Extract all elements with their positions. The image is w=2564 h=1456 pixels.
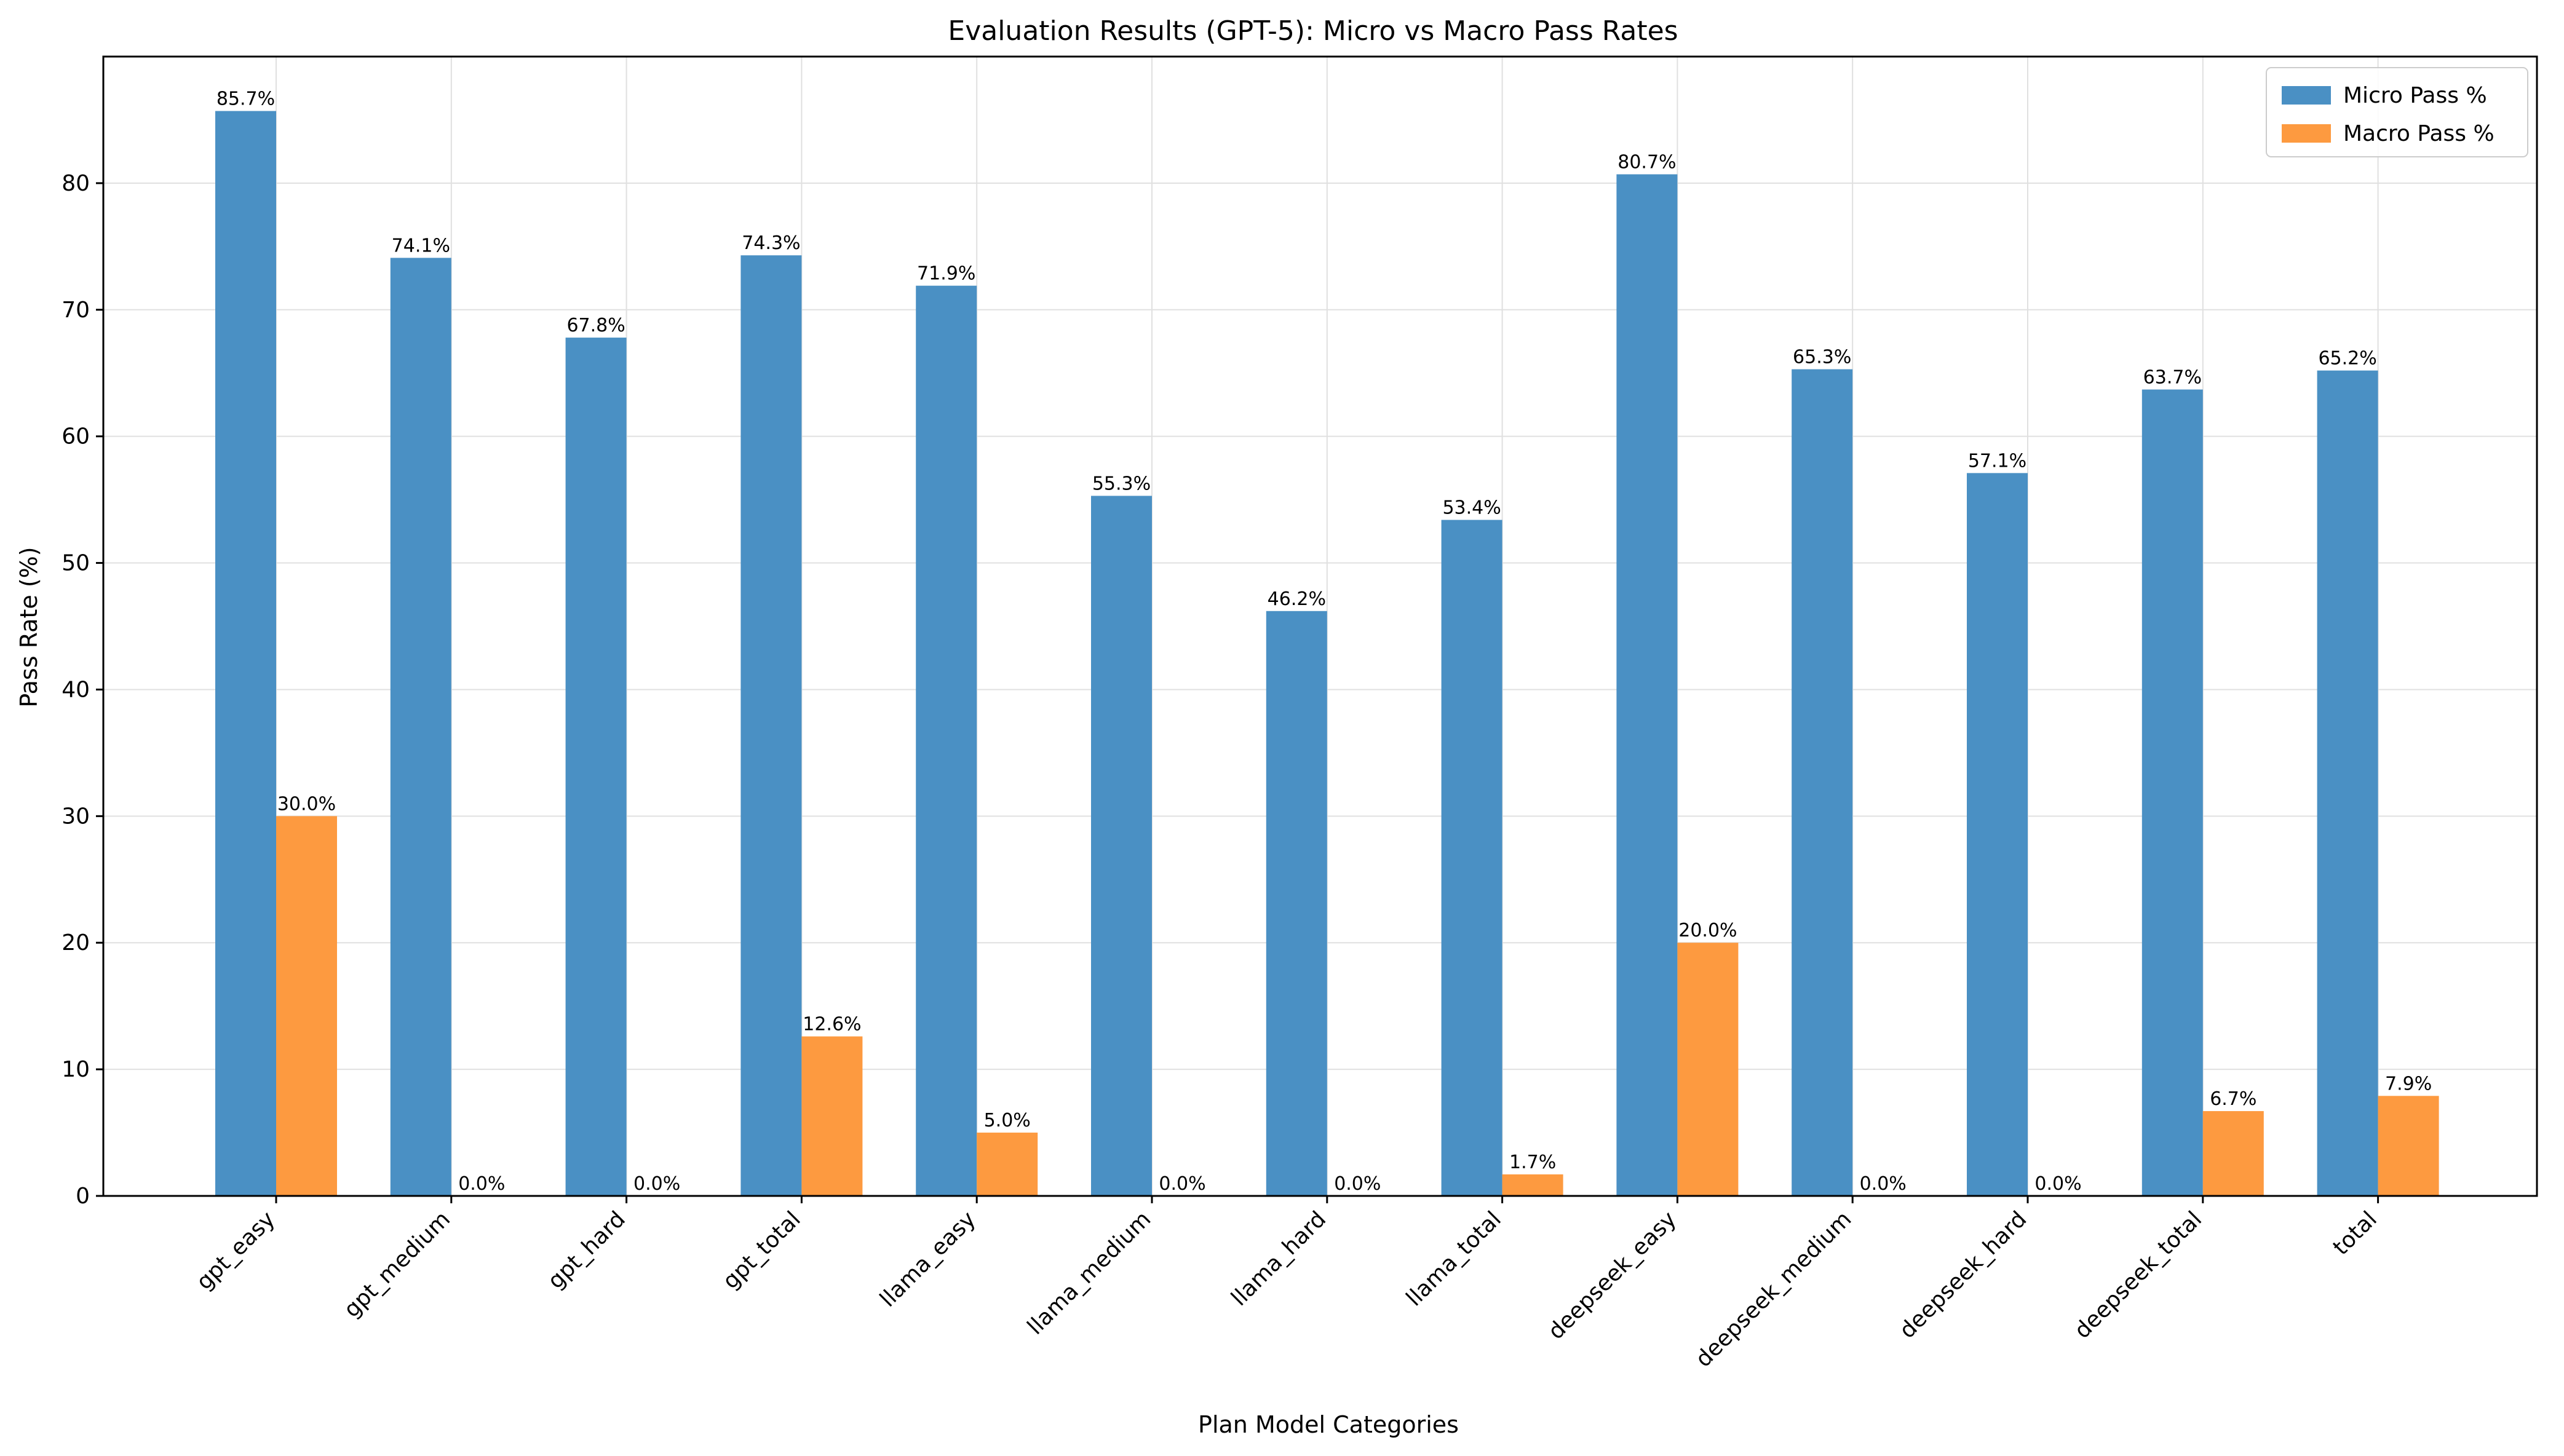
legend-label: Macro Pass % [2343,121,2495,146]
micro-bar [1792,369,1853,1196]
micro-bar [1616,174,1678,1196]
plot-frame [102,55,2538,1197]
micro-bar [565,338,627,1197]
macro-bar [2378,1096,2439,1196]
macro-data-label: 1.7% [1509,1152,1556,1173]
micro-data-label: 85.7% [216,89,275,110]
y-tick-label: 0 [76,1184,90,1209]
micro-bar [1091,496,1152,1196]
macro-bar [1502,1174,1563,1196]
y-tick-label: 10 [62,1057,90,1082]
macro-data-label: 30.0% [277,793,336,815]
macro-bar [2202,1111,2264,1196]
micro-data-label: 46.2% [1268,588,1326,610]
micro-data-label: 53.4% [1442,497,1501,519]
chart-title: Evaluation Results (GPT-5): Micro vs Mac… [948,15,1678,47]
macro-data-label: 20.0% [1678,920,1737,941]
micro-bar [215,111,276,1196]
macro-bar [276,816,337,1196]
macro-data-label: 5.0% [984,1110,1031,1131]
macro-data-label: 0.0% [2034,1173,2081,1195]
micro-bar [1266,611,1327,1196]
bars [215,111,2439,1197]
micro-data-label: 65.2% [2318,348,2376,370]
y-axis-label: Pass Rate (%) [15,547,42,707]
micro-bar [1441,520,1502,1196]
macro-data-label: 0.0% [458,1173,505,1195]
micro-data-label: 74.1% [392,235,450,256]
y-tick-label: 20 [62,930,90,956]
legend-swatch [2282,124,2331,143]
micro-data-label: 74.3% [742,232,800,254]
micro-data-label: 63.7% [2143,366,2202,388]
legend-label: Micro Pass % [2343,83,2487,108]
macro-bar [1677,943,1739,1196]
micro-bar [916,285,977,1196]
micro-data-label: 55.3% [1092,473,1151,494]
macro-bar [977,1133,1038,1196]
macro-data-label: 6.7% [2210,1088,2256,1110]
micro-data-label: 65.3% [1793,347,1851,368]
x-axis-label: Plan Model Categories [1198,1411,1459,1438]
micro-bar [2317,370,2378,1196]
micro-data-label: 80.7% [1617,151,1676,173]
micro-data-label: 71.9% [917,263,975,285]
macro-data-label: 7.9% [2385,1073,2432,1094]
legend-swatch [2282,86,2331,105]
micro-data-label: 67.8% [566,315,625,336]
micro-bar [740,255,802,1196]
micro-bar [2141,389,2203,1196]
y-tick-label: 50 [62,551,90,576]
y-tick-label: 30 [62,804,90,829]
micro-bar [390,258,451,1197]
macro-data-label: 0.0% [633,1173,680,1195]
y-tick-label: 80 [62,171,90,196]
y-tick-label: 60 [62,424,90,449]
macro-data-label: 12.6% [803,1014,861,1035]
macro-data-label: 0.0% [1159,1173,1205,1195]
micro-data-label: 57.1% [1968,450,2026,472]
macro-data-label: 0.0% [1860,1173,1907,1195]
legend: Micro Pass % Macro Pass % [2266,67,2528,157]
macro-bar [801,1036,863,1196]
micro-bar [1967,473,2028,1196]
macro-data-label: 0.0% [1334,1173,1381,1195]
y-tick-label: 40 [62,677,90,702]
y-tick-label: 70 [62,298,90,323]
legend-box [2266,67,2528,157]
data-labels: 85.7% 74.1% 67.8% 74.3% 71.9% 55.3% 46.2% 53.4%… [216,89,2432,1195]
